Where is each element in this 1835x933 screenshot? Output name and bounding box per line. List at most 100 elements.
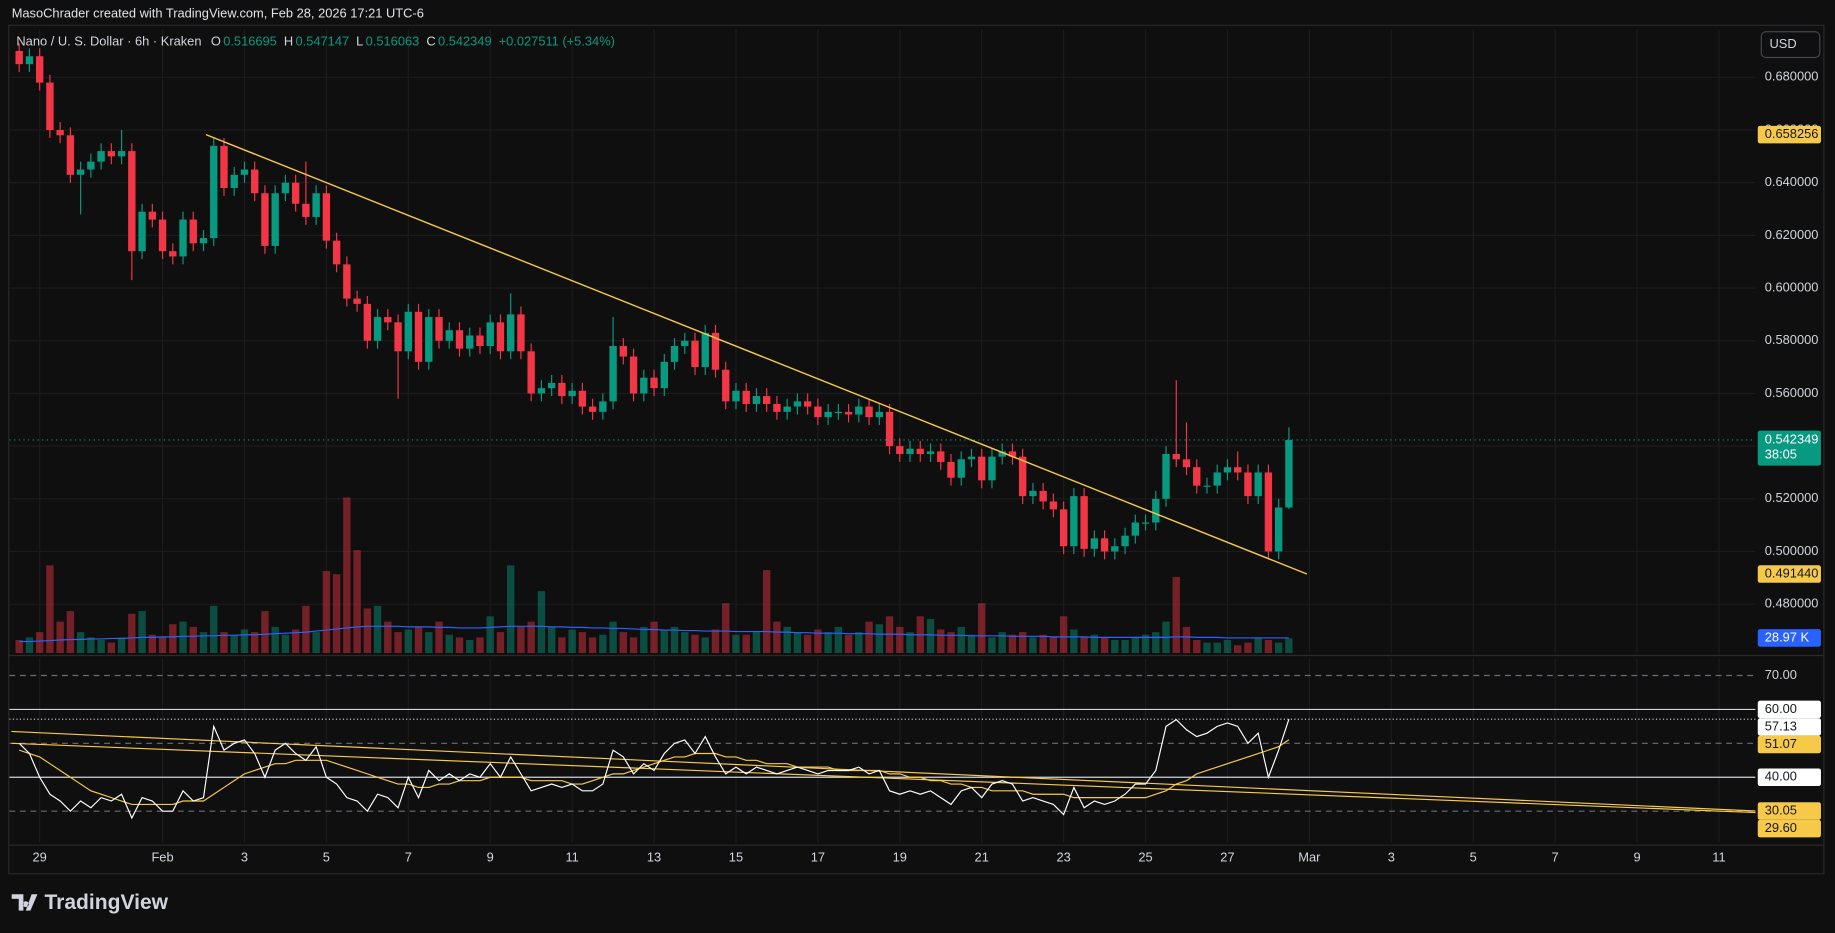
candle-body — [1162, 454, 1170, 499]
candle-body — [537, 388, 546, 394]
ohlc-letter: L — [356, 34, 363, 49]
currency-button[interactable]: USD — [1760, 31, 1821, 59]
volume-bar — [312, 632, 320, 654]
volume-bar — [322, 571, 331, 654]
candle-body — [722, 369, 730, 402]
volume-bar — [762, 570, 771, 654]
candle-body — [578, 390, 587, 407]
x-tick-label: 7 — [405, 849, 412, 864]
currency-label[interactable]: USD — [1769, 36, 1796, 51]
volume-bar — [711, 629, 720, 654]
candle-body — [56, 130, 64, 136]
candle-body — [681, 340, 689, 347]
x-tick-label: 19 — [893, 849, 907, 864]
candle-body — [691, 340, 699, 368]
last-price-label: 0.542349 — [1765, 431, 1819, 446]
volume-bar — [609, 621, 617, 654]
candle-body — [527, 351, 535, 394]
candle-body — [35, 56, 44, 83]
volume-bar — [169, 624, 177, 654]
candle-body — [670, 346, 679, 362]
ohlc-letter: O — [211, 34, 221, 49]
candle-body — [619, 346, 628, 357]
candle-body — [1131, 522, 1139, 536]
x-tick-label: 23 — [1056, 849, 1070, 864]
candle-body — [752, 396, 761, 404]
volume-bar — [1070, 629, 1078, 654]
volume-bar — [1080, 637, 1088, 654]
volume-bar — [455, 637, 464, 654]
volume-bar — [1285, 638, 1293, 654]
candle-body — [773, 403, 781, 412]
candle-body — [1121, 535, 1129, 547]
candle-body — [568, 390, 576, 397]
volume-bar — [691, 634, 699, 654]
candle-body — [312, 193, 320, 217]
volume-bar — [629, 637, 638, 654]
candle-body — [507, 314, 515, 352]
candle-body — [281, 182, 290, 194]
candle-body — [1203, 485, 1211, 487]
volume-bar — [46, 565, 54, 654]
volume-bar — [363, 608, 372, 654]
rsi-level-label-box — [1757, 700, 1821, 719]
x-tick-label: 25 — [1138, 849, 1152, 864]
x-tick-label: 5 — [1470, 849, 1477, 864]
volume-bar — [1234, 645, 1242, 654]
x-tick-label: 17 — [811, 849, 825, 864]
x-tick-label: 11 — [1712, 849, 1725, 864]
volume-bar — [527, 621, 535, 654]
candle-body — [1193, 467, 1201, 486]
volume-bar — [793, 632, 802, 654]
candle-body — [394, 322, 402, 352]
volume-bar — [1152, 632, 1160, 654]
candle-body — [916, 448, 924, 455]
volume-bar — [1131, 637, 1139, 654]
volume-bar — [988, 637, 996, 654]
rsi-trendline-label-box — [1757, 819, 1821, 838]
y-tick-label: 0.480000 — [1765, 596, 1819, 611]
candle-body — [711, 332, 720, 370]
volume-bar — [722, 603, 730, 654]
volume-bar — [517, 626, 525, 654]
volume-bar — [1193, 640, 1201, 654]
volume-bar — [414, 626, 423, 654]
volume-bar — [87, 637, 95, 654]
volume-bar — [588, 637, 597, 654]
candle-body — [97, 151, 105, 162]
y-tick-label: 0.600000 — [1765, 279, 1819, 294]
volume-bar — [1039, 634, 1047, 654]
rsi-ma-label-box — [1757, 735, 1821, 754]
volume-bar — [281, 634, 290, 654]
countdown-label: 38:05 — [1765, 447, 1797, 462]
ohlc-value: 0.547147 — [296, 34, 350, 49]
candle-body — [650, 377, 658, 389]
volume-bar — [865, 621, 873, 654]
rsi-ma-label: 51.07 — [1765, 736, 1797, 751]
volume-bar — [240, 629, 249, 654]
candle-body — [117, 151, 126, 157]
candle-body — [66, 135, 75, 175]
volume-bar — [568, 629, 576, 654]
volume-bar — [435, 621, 443, 654]
symbol-title: Nano / U. S. Dollar · 6h · Kraken — [16, 34, 201, 49]
volume-bar — [947, 632, 955, 654]
candle-body — [732, 390, 740, 402]
volume-bar — [1029, 637, 1037, 654]
volume-bar — [97, 640, 105, 654]
candle-body — [353, 298, 361, 304]
volume-bar — [814, 629, 822, 654]
candle-body — [1264, 472, 1273, 552]
volume-bar — [1213, 642, 1221, 654]
candle-body — [373, 317, 382, 341]
volume-bar — [732, 634, 740, 654]
volume-bar — [148, 634, 156, 654]
candle-body — [435, 317, 443, 341]
volume-bar — [855, 632, 863, 654]
candle-body — [906, 448, 914, 455]
price-pane — [9, 29, 1756, 654]
currency-button-frame[interactable] — [1760, 31, 1821, 59]
volume-bar — [1274, 642, 1283, 654]
volume-bar — [66, 611, 75, 654]
